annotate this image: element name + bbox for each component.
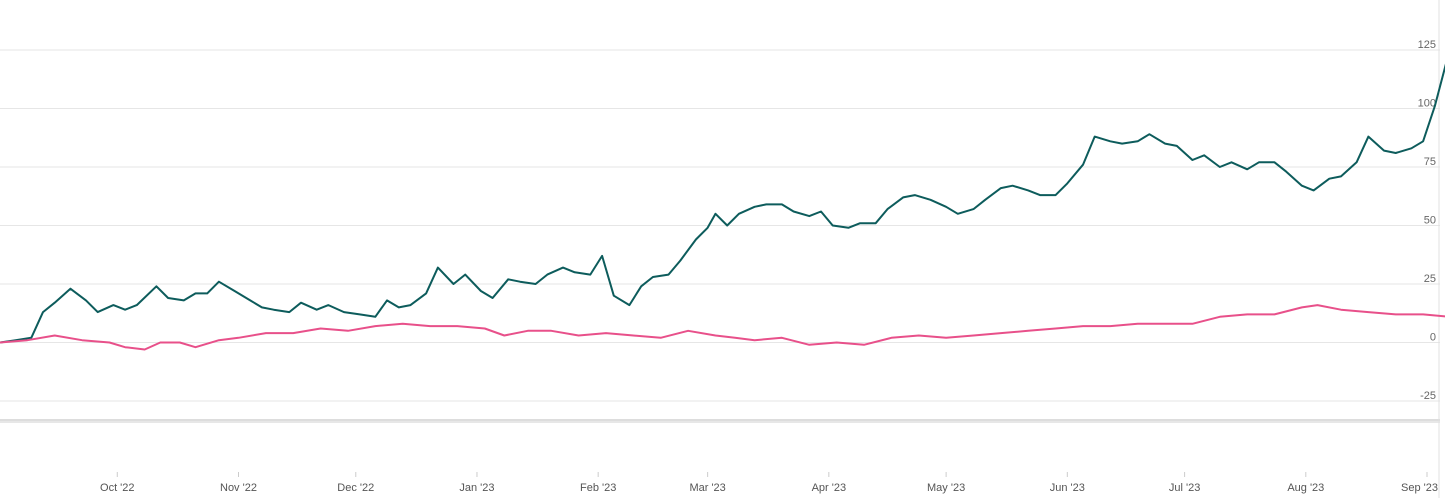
x-tick-label: Jun '23	[1050, 482, 1085, 494]
x-tick-label: Jan '23	[459, 482, 494, 494]
series-group	[0, 63, 1445, 351]
y-tick-label: -25	[1420, 390, 1436, 402]
x-tick-label: Dec '22	[337, 482, 374, 494]
x-tick-label: Apr '23	[812, 482, 847, 494]
y-tick-label: 25	[1424, 273, 1436, 285]
x-tick-label: Sep '23	[1401, 482, 1438, 494]
y-tick-label: 100	[1418, 98, 1436, 110]
x-tick-label: Aug '23	[1287, 482, 1324, 494]
x-tick-label: Nov '22	[220, 482, 257, 494]
y-gridlines	[0, 49, 1440, 402]
y-axis: 125 100 75 50 25 0 -25	[1418, 39, 1436, 402]
y-tick-label: 50	[1424, 215, 1436, 227]
series-1-line	[0, 63, 1445, 344]
series-2-line	[0, 304, 1445, 351]
x-tick-label: Mar '23	[689, 482, 725, 494]
x-tick-label: Jul '23	[1169, 482, 1200, 494]
y-tick-label: 75	[1424, 156, 1436, 168]
x-axis: Oct '22 Nov '22 Dec '22 Jan '23 Feb '23 Mar '…	[100, 472, 1438, 494]
y-tick-label: 0	[1430, 332, 1436, 344]
x-tick-label: May '23	[927, 482, 965, 494]
y-tick-label: 125	[1418, 39, 1436, 51]
x-tick-label: Oct '22	[100, 482, 135, 494]
x-tick-label: Feb '23	[580, 482, 616, 494]
